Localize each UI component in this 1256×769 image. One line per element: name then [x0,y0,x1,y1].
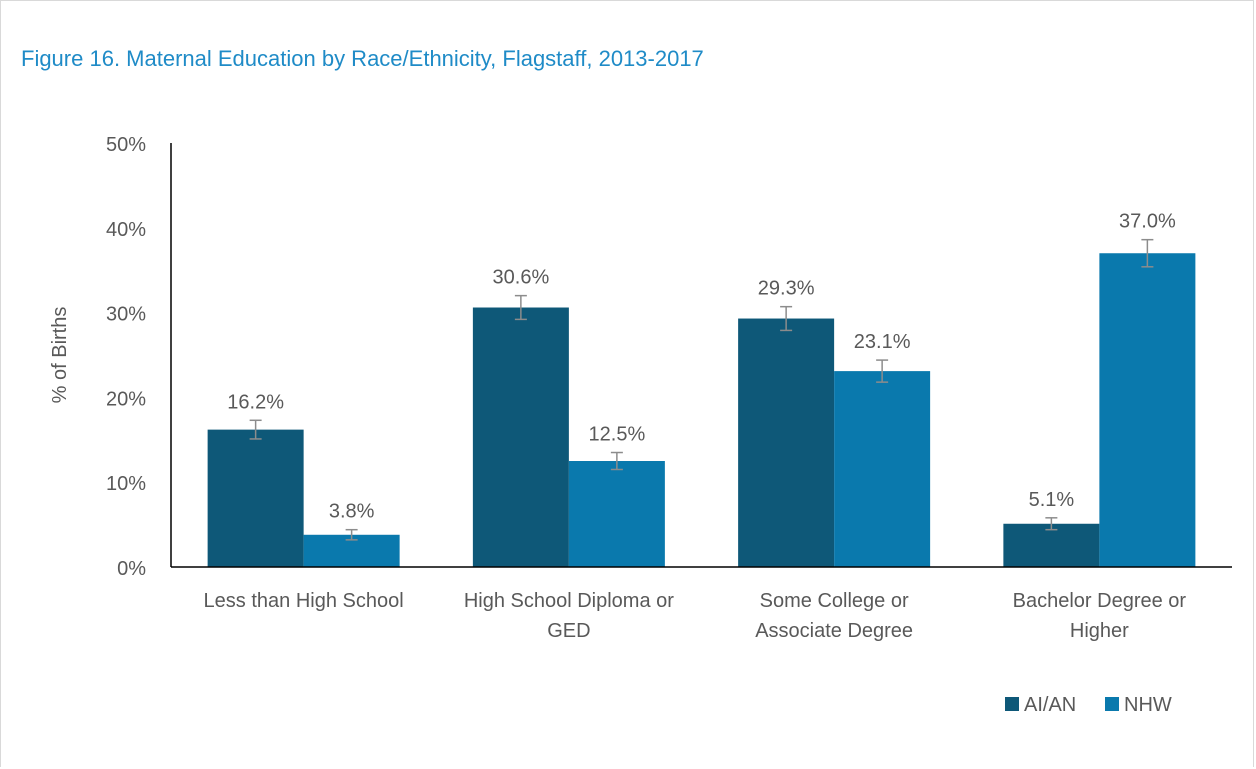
y-tick-label: 0% [117,558,146,580]
x-tick-label: GED [547,620,590,642]
bar-nhw [834,371,931,567]
data-label: 12.5% [589,424,646,446]
x-tick-label: Less than High School [204,590,404,612]
x-tick-label: High School Diploma or [464,590,674,612]
bar-nhw [568,461,665,567]
x-tick-label: Bachelor Degree or [1013,590,1187,612]
y-tick-label: 20% [106,388,146,410]
data-label: 37.0% [1119,211,1176,233]
y-tick-label: 40% [106,219,146,241]
data-label: 3.8% [329,501,375,523]
chart-title: Figure 16. Maternal Education by Race/Et… [21,46,704,71]
y-tick-label: 50% [106,134,146,156]
data-label: 16.2% [227,391,284,413]
legend-label: NHW [1124,694,1172,716]
bar-nhw [1099,253,1196,568]
legend-swatch [1005,697,1019,711]
legend-swatch [1105,697,1119,711]
data-label: 30.6% [493,267,550,289]
x-tick-label: Some College or [760,590,909,612]
y-tick-label: 30% [106,304,146,326]
legend-label: AI/AN [1024,694,1076,716]
bar-ai-an [207,429,304,567]
data-label: 5.1% [1029,489,1075,511]
data-label: 29.3% [758,278,815,300]
y-axis-title: % of Births [49,307,71,404]
y-tick-label: 10% [106,473,146,495]
data-label: 23.1% [854,331,911,353]
x-tick-label: Higher [1070,620,1129,642]
bar-ai-an [738,318,835,567]
x-tick-label: Associate Degree [755,620,913,642]
bar-ai-an [1003,523,1100,567]
bar-ai-an [472,307,569,567]
